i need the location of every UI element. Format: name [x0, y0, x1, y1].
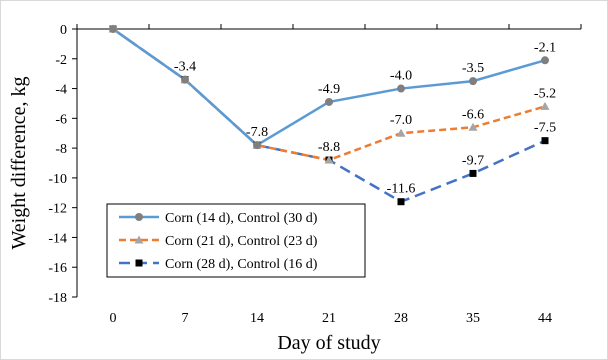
axes	[76, 28, 581, 297]
series-2-point	[540, 101, 550, 110]
y-tick-label: -12	[48, 202, 67, 217]
data-label-2: -3.4	[174, 60, 196, 75]
data-labels: -4.9 -4.0 -3.5 -2.1 -3.4 -7.8 -8.8 -7.0 -6.6 -5.2…	[174, 40, 556, 196]
y-tick-label: -2	[55, 53, 67, 68]
y-tick-label: -6	[55, 112, 67, 127]
legend-marker-1	[135, 213, 143, 221]
data-label-3: -11.6	[387, 182, 416, 197]
series-1-point	[253, 141, 261, 150]
series-1-point	[397, 84, 405, 93]
legend-label-1: Corn (14 d), Control (30 d)	[165, 211, 318, 226]
series-1-point	[109, 25, 117, 33]
data-label-2: -5.2	[534, 86, 556, 101]
legend-items: Corn (14 d), Control (30 d) Corn (21 d), …	[119, 211, 318, 272]
y-tick-label: -8	[55, 142, 67, 157]
series-1-point	[469, 77, 477, 86]
x-axis-title: Day of study	[277, 332, 380, 354]
x-tick-label: 21	[322, 311, 336, 326]
series-1-point	[325, 97, 333, 106]
data-label-3: -7.5	[534, 121, 556, 136]
x-tick-label: 0	[110, 311, 117, 326]
data-label-1: -4.0	[390, 69, 412, 84]
data-label-3: -9.7	[462, 153, 484, 168]
legend-label-3: Corn (28 d), Control (16 d)	[165, 257, 318, 272]
data-label-1: -2.1	[534, 40, 556, 55]
y-tick-label: -14	[48, 231, 67, 246]
data-label-2: -7.8	[246, 125, 268, 140]
data-label-1: -3.5	[462, 61, 484, 76]
legend-label-2: Corn (21 d), Control (23 d)	[165, 234, 318, 249]
legend-marker-2	[134, 235, 144, 244]
y-tick-label: -18	[48, 291, 67, 306]
x-ticks: 0 7 14 21 28 35 44	[76, 24, 582, 326]
series-3-point	[469, 169, 477, 177]
series-1-point	[181, 75, 189, 84]
series-2-point	[396, 128, 406, 137]
legend-marker-3	[135, 259, 143, 267]
series-3-point	[541, 137, 549, 145]
x-tick-label: 14	[250, 311, 264, 326]
legend: Corn (14 d), Control (30 d) Corn (21 d), …	[106, 203, 366, 278]
y-tick-label: -10	[48, 172, 67, 187]
data-label-2: -6.6	[462, 107, 484, 122]
series-2-point	[324, 155, 334, 164]
x-tick-label: 7	[182, 311, 189, 326]
series-3-point	[397, 198, 405, 206]
data-label-1: -4.9	[318, 82, 340, 97]
data-label-2: -8.8	[318, 140, 340, 155]
x-tick-label: 44	[538, 311, 552, 326]
y-ticks: 0 -2 -4 -6 -8 -10 -12 -14 -16 -18	[48, 23, 77, 306]
series-1-point	[541, 56, 549, 65]
data-label-2: -7.0	[390, 113, 412, 128]
x-tick-label: 28	[394, 311, 408, 326]
series-markers	[108, 24, 550, 206]
series-2-point	[468, 122, 478, 131]
y-tick-label: 0	[60, 23, 67, 38]
y-tick-label: -4	[55, 83, 67, 98]
y-tick-label: -16	[48, 261, 67, 276]
x-tick-label: 35	[466, 311, 480, 326]
y-axis-title: Weight difference, kg	[8, 77, 30, 250]
